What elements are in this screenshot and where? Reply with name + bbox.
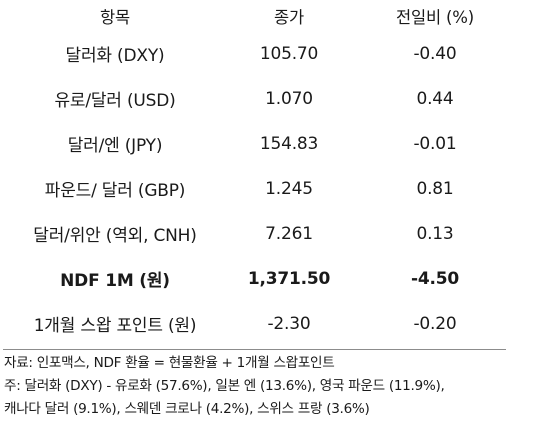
table-header-row: 항목 종가 전일비 (%) bbox=[0, 0, 541, 31]
row-close: -2.30 bbox=[267, 313, 311, 334]
row-change: -4.50 bbox=[411, 268, 459, 289]
header-change: 전일비 (%) bbox=[396, 8, 474, 27]
table-row: 달러/엔 (JPY) 154.83 -0.01 bbox=[0, 121, 541, 166]
row-close: 1.245 bbox=[265, 178, 313, 199]
weight-note-continued: 캐나다 달러 (9.1%), 스웨덴 크로나 (4.2%), 스위스 프랑 (3… bbox=[4, 401, 370, 417]
row-close: 105.70 bbox=[259, 43, 319, 64]
row-close: 7.261 bbox=[265, 223, 313, 244]
row-item: 1개월 스왑 포인트 (원) bbox=[33, 316, 197, 336]
table-row: 1개월 스왑 포인트 (원) -2.30 -0.20 bbox=[0, 301, 541, 346]
row-change: -0.40 bbox=[413, 43, 457, 64]
row-change: 0.81 bbox=[416, 178, 454, 199]
row-close: 1.070 bbox=[265, 88, 313, 109]
row-change: -0.20 bbox=[413, 313, 457, 334]
footnotes: 자료: 인포맥스, NDF 환율 = 현물환율 + 1개월 스왑포인트 주: 달… bbox=[4, 352, 538, 421]
row-change: 0.44 bbox=[416, 88, 454, 109]
table-divider bbox=[3, 349, 506, 350]
table-row-highlight: NDF 1M (원) 1,371.50 -4.50 bbox=[0, 256, 541, 301]
exchange-rate-table: 항목 종가 전일비 (%) 달러화 (DXY) 105.70 -0.40 유로/… bbox=[0, 0, 541, 346]
row-item: 파운드/ 달러 (GBP) bbox=[44, 181, 186, 201]
row-item: 유로/달러 (USD) bbox=[54, 91, 176, 111]
header-close: 종가 bbox=[274, 8, 304, 27]
source-note: 자료: 인포맥스, NDF 환율 = 현물환율 + 1개월 스왑포인트 bbox=[4, 355, 335, 371]
row-close: 1,371.50 bbox=[247, 268, 331, 289]
table-row: 달러/위안 (역외, CNH) 7.261 0.13 bbox=[0, 211, 541, 256]
row-item: 달러/위안 (역외, CNH) bbox=[33, 226, 197, 246]
row-item: 달러화 (DXY) bbox=[65, 46, 165, 66]
table-row: 유로/달러 (USD) 1.070 0.44 bbox=[0, 76, 541, 121]
row-close: 154.83 bbox=[259, 133, 319, 154]
row-change: -0.01 bbox=[413, 133, 457, 154]
row-item: NDF 1M (원) bbox=[60, 271, 170, 291]
header-item: 항목 bbox=[100, 8, 130, 27]
row-item: 달러/엔 (JPY) bbox=[67, 136, 163, 156]
table-row: 달러화 (DXY) 105.70 -0.40 bbox=[0, 31, 541, 76]
table-row: 파운드/ 달러 (GBP) 1.245 0.81 bbox=[0, 166, 541, 211]
weight-note: 주: 달러화 (DXY) - 유로화 (57.6%), 일본 엔 (13.6%)… bbox=[4, 378, 445, 394]
row-change: 0.13 bbox=[416, 223, 454, 244]
